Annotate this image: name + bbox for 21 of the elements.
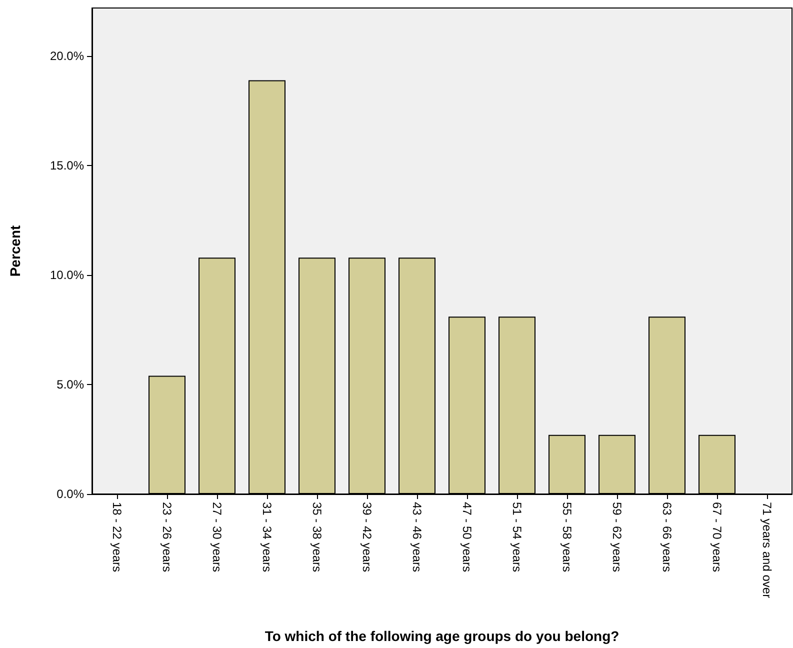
x-tick-label: 67 - 70 years [710, 502, 724, 572]
x-tick-label: 47 - 50 years [460, 502, 474, 572]
x-tick-label: 55 - 58 years [560, 502, 574, 572]
y-tick-label: 20.0% [50, 49, 84, 64]
x-tick-label: 39 - 42 years [360, 502, 374, 572]
x-tick-label: 18 - 22 years [110, 502, 124, 572]
x-tick-label: 35 - 38 years [310, 502, 324, 572]
x-axis-title: To which of the following age groups do you belong? [264, 628, 620, 644]
y-tick-label: 10.0% [50, 268, 84, 282]
y-tick-label: 5.0% [56, 378, 84, 392]
x-tick-label: 27 - 30 years [210, 502, 224, 572]
y-tick-label: 0.0% [56, 487, 84, 501]
x-tick-label: 59 - 62 years [610, 502, 624, 572]
y-axis-title: Percent [7, 224, 23, 277]
x-tick-label: 43 - 46 years [410, 502, 424, 572]
x-tick-label: 23 - 26 years [160, 502, 174, 572]
x-tick-label: 31 - 34 years [260, 502, 274, 572]
y-tick-label: 15.0% [50, 158, 84, 173]
x-tick-label: 63 - 66 years [660, 502, 674, 572]
x-tick-label: 71 years and over [760, 502, 774, 598]
x-tick-label: 51 - 54 years [510, 502, 524, 572]
